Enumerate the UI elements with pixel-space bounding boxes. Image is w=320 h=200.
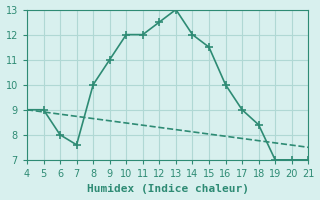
X-axis label: Humidex (Indice chaleur): Humidex (Indice chaleur) [87,184,249,194]
